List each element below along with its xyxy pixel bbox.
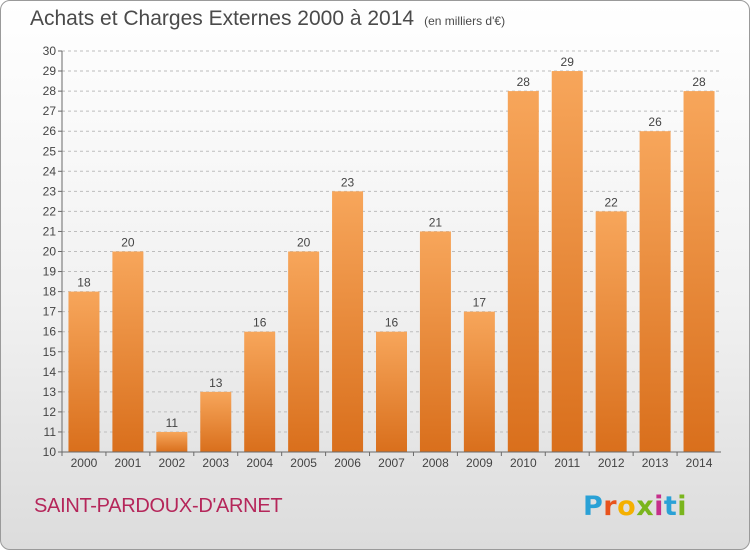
bar [419, 231, 451, 452]
bar [551, 71, 583, 453]
logo-letter: o [617, 491, 637, 522]
y-tick-label: 11 [44, 425, 57, 439]
proxiti-logo: Proxiti [583, 491, 687, 522]
bar [376, 331, 407, 452]
bar-value-label: 20 [121, 236, 135, 250]
x-tick-label: 2008 [422, 456, 449, 470]
y-tick-label: 29 [43, 64, 57, 78]
bar-value-label: 21 [429, 215, 443, 229]
y-tick-label: 13 [43, 385, 57, 399]
bar-value-label: 13 [209, 376, 223, 390]
y-tick-label: 23 [43, 184, 57, 198]
x-tick-label: 2005 [290, 456, 317, 470]
logo-letter: i [677, 491, 688, 522]
bar-value-label: 26 [648, 115, 662, 129]
y-tick-label: 25 [43, 144, 57, 158]
y-tick-label: 14 [43, 365, 57, 379]
bar [200, 391, 232, 452]
y-tick-label: 30 [43, 44, 57, 58]
bar-value-label: 23 [341, 175, 355, 189]
y-tick-label: 10 [43, 445, 57, 459]
logo-letter: P [583, 491, 604, 522]
y-tick-label: 22 [43, 204, 57, 218]
x-tick-label: 2006 [334, 456, 361, 470]
y-tick-label: 20 [43, 245, 57, 259]
y-tick-label: 27 [43, 104, 57, 118]
y-tick-label: 17 [43, 305, 57, 319]
bar-value-label: 28 [692, 75, 706, 89]
x-tick-label: 2007 [378, 456, 405, 470]
x-tick-label: 2011 [554, 456, 580, 470]
x-tick-label: 2010 [510, 456, 537, 470]
chart-title: Achats et Charges Externes 2000 à 2014 [30, 7, 415, 30]
bar-value-label: 16 [385, 316, 399, 330]
logo-letter: i [654, 491, 664, 522]
x-tick-label: 2000 [71, 456, 98, 470]
bar [683, 91, 715, 452]
chart-title-group: Achats et Charges Externes 2000 à 2014 (e… [30, 7, 505, 31]
bar [463, 311, 495, 452]
x-tick-label: 2001 [115, 456, 142, 470]
bar-value-label: 11 [166, 416, 179, 430]
y-tick-label: 16 [43, 325, 57, 339]
commune-name: SAINT-PARDOUX-D'ARNET [34, 495, 283, 517]
y-tick-label: 21 [43, 224, 57, 238]
x-tick-label: 2014 [686, 456, 713, 470]
bar-value-label: 20 [297, 236, 311, 250]
bar [639, 131, 671, 452]
x-tick-label: 2012 [598, 456, 625, 470]
bar [332, 191, 364, 452]
bar-value-label: 29 [561, 55, 575, 69]
y-tick-label: 19 [43, 265, 57, 279]
chart-unit: (en milliers d'€) [424, 14, 506, 28]
y-tick-label: 24 [43, 164, 57, 178]
y-tick-label: 18 [43, 285, 57, 299]
x-tick-label: 2003 [202, 456, 229, 470]
x-tick-label: 2009 [466, 456, 493, 470]
bar [68, 291, 100, 452]
bar-value-label: 17 [473, 296, 487, 310]
x-tick-label: 2013 [642, 456, 669, 470]
bar [244, 331, 276, 452]
bar [595, 211, 627, 452]
bar [288, 251, 320, 452]
bar [112, 251, 144, 452]
bar [507, 91, 539, 452]
y-tick-label: 26 [43, 124, 57, 138]
y-tick-label: 15 [43, 345, 57, 359]
bar-value-label: 28 [517, 75, 531, 89]
y-tick-label: 28 [43, 84, 57, 98]
logo-letter: x [636, 491, 655, 522]
bar-value-label: 22 [604, 195, 618, 209]
y-tick-label: 12 [43, 405, 57, 419]
x-tick-label: 2002 [158, 456, 185, 470]
bar-value-label: 18 [77, 276, 91, 290]
logo-letter: t [663, 491, 678, 522]
x-tick-label: 2004 [246, 456, 273, 470]
bar-value-label: 16 [253, 316, 267, 330]
logo-letter: r [603, 491, 618, 522]
bar [156, 431, 188, 452]
